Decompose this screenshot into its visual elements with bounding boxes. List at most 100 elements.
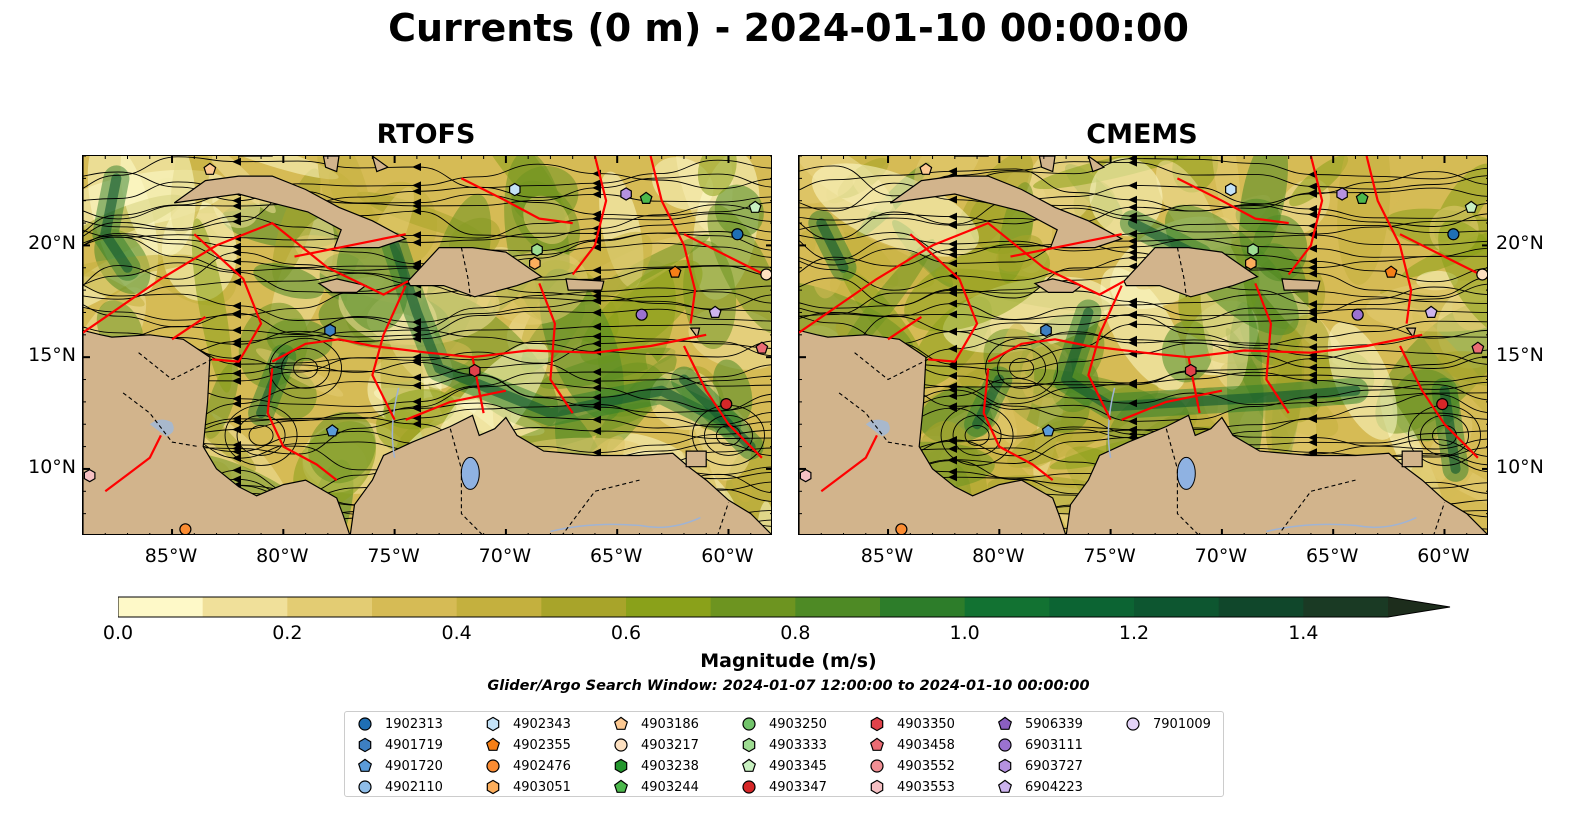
float-marker-6903111 xyxy=(1351,308,1364,321)
legend-marker-hexagon-icon xyxy=(614,758,628,774)
lon-tick-label: 75°W xyxy=(1083,545,1136,567)
float-marker-6904223 xyxy=(708,305,722,318)
map-panel-cmems[interactable] xyxy=(798,155,1488,535)
lat-tick-label-right: 10°N xyxy=(1496,455,1544,478)
float-marker-4901720 xyxy=(325,424,339,437)
lon-tick-label: 70°W xyxy=(478,545,532,567)
legend-marker-hexagon-icon xyxy=(742,737,756,753)
lon-tick-label: 70°W xyxy=(1194,545,1248,567)
colorbar-bin xyxy=(372,597,458,617)
legend-marker-circle-icon xyxy=(358,780,372,794)
colorbar-tick-label: 1.0 xyxy=(949,622,980,644)
legend-marker-circle-icon xyxy=(614,738,628,752)
search-window-caption: Glider/Argo Search Window: 2024-01-07 12… xyxy=(487,678,1090,694)
legend-entry: 4902476 xyxy=(485,756,571,776)
legend-label: 4903333 xyxy=(769,737,827,753)
legend-marker-circle-icon xyxy=(742,717,756,731)
legend-label: 4902355 xyxy=(513,737,571,753)
legend-marker-hexagon-icon xyxy=(486,779,500,795)
legend-label: 5906339 xyxy=(1025,716,1083,732)
colorbar-extend-arrow xyxy=(1388,597,1450,617)
colorbar-bin xyxy=(795,597,881,617)
legend-entry: 4902343 xyxy=(485,714,571,734)
legend-label: 4903350 xyxy=(897,716,955,732)
map-canvas xyxy=(799,156,1487,534)
float-marker-4903217 xyxy=(760,268,771,281)
colorbar-bin xyxy=(541,597,627,617)
legend-marker-hexagon-icon xyxy=(358,737,372,753)
legend-label: 6903727 xyxy=(1025,758,1083,774)
legend-entry: 6904223 xyxy=(997,777,1083,797)
legend-label: 4903553 xyxy=(897,779,955,795)
legend-entry: 6903727 xyxy=(997,756,1083,776)
colorbar-tick-label: 0.0 xyxy=(102,622,134,644)
float-marker-4903051 xyxy=(529,256,541,270)
land-centralAmerica xyxy=(799,156,1067,534)
float-marker-4903244 xyxy=(639,191,653,205)
legend-marker-pentagon-icon xyxy=(869,737,885,751)
float-marker-4903553 xyxy=(799,468,812,483)
land-trinidad xyxy=(685,450,707,468)
colorbar-bin xyxy=(202,597,288,617)
float-marker-4903333 xyxy=(531,243,543,257)
legend-marker-pentagon-icon xyxy=(997,779,1013,793)
legend-marker-pentagon-icon xyxy=(485,737,501,751)
legend-entry: 4903553 xyxy=(869,777,955,797)
legend-entry: 4903458 xyxy=(869,735,955,755)
lat-tick-label-left: 20°N xyxy=(28,232,76,255)
legend-label: 7901009 xyxy=(1153,716,1211,732)
lat-tick-label-right: 15°N xyxy=(1496,344,1544,367)
float-marker-4903051 xyxy=(1245,256,1257,270)
lon-tick-label: 85°W xyxy=(860,545,914,567)
float-marker-4902476 xyxy=(179,523,192,534)
colorbar-bin xyxy=(964,597,1050,617)
panel-title-cmems: CMEMS xyxy=(1086,119,1198,150)
float-marker-4902355 xyxy=(668,265,682,278)
land-cuba xyxy=(889,175,1124,249)
land-bahamas2 xyxy=(1087,156,1106,173)
float-legend: 1902313 4901719 4901720 4902110 4902343 49023… xyxy=(344,711,1224,797)
panel-title-rtofs: RTOFS xyxy=(376,119,476,150)
colorbar-bin xyxy=(287,597,373,617)
legend-label: 4903217 xyxy=(641,737,699,753)
float-marker-6904223 xyxy=(1424,305,1438,318)
legend-label: 4902343 xyxy=(513,716,571,732)
legend-label: 4903238 xyxy=(641,758,699,774)
legend-entry: 5906339 xyxy=(997,714,1083,734)
land-cuba xyxy=(173,175,408,249)
float-marker-4902476 xyxy=(895,523,908,534)
legend-entry: 4903345 xyxy=(741,756,827,776)
colorbar-bin xyxy=(710,597,796,617)
float-marker-4903345 xyxy=(748,200,762,213)
legend-marker-pentagon-icon xyxy=(613,779,629,793)
legend-entry: 1902313 xyxy=(357,714,443,734)
colorbar-bin xyxy=(1049,597,1135,617)
legend-marker-circle-icon xyxy=(742,780,756,794)
legend-entry: 6903111 xyxy=(997,735,1083,755)
land-bahamas1 xyxy=(1038,156,1056,173)
legend-label: 4902110 xyxy=(385,779,443,795)
colorbar-bin xyxy=(1218,597,1304,617)
float-marker-1902313 xyxy=(1447,228,1460,241)
land-hispaniola xyxy=(407,246,543,298)
legend-label: 4902476 xyxy=(513,758,571,774)
lon-tick-label: 60°W xyxy=(701,545,754,567)
float-marker-4903347 xyxy=(1436,398,1449,411)
legend-label: 6903111 xyxy=(1025,737,1083,753)
float-marker-4902343 xyxy=(1225,182,1237,197)
map-panel-rtofs[interactable] xyxy=(82,155,772,535)
float-marker-4903333 xyxy=(1247,243,1259,257)
legend-marker-pentagon-icon xyxy=(997,716,1013,730)
legend-entry: 4903250 xyxy=(741,714,827,734)
lon-tick-label: 60°W xyxy=(1417,545,1470,567)
legend-label: 4903458 xyxy=(897,737,955,753)
legend-marker-pentagon-icon xyxy=(741,758,757,772)
legend-label: 4903345 xyxy=(769,758,827,774)
legend-label: 6904223 xyxy=(1025,779,1083,795)
legend-entry: 4902355 xyxy=(485,735,571,755)
land-hispaniola xyxy=(1123,246,1259,298)
legend-marker-hexagon-icon xyxy=(998,758,1012,774)
float-marker-4903458 xyxy=(755,341,769,354)
legend-entry: 4901720 xyxy=(357,756,443,776)
legend-marker-circle-icon xyxy=(998,738,1012,752)
